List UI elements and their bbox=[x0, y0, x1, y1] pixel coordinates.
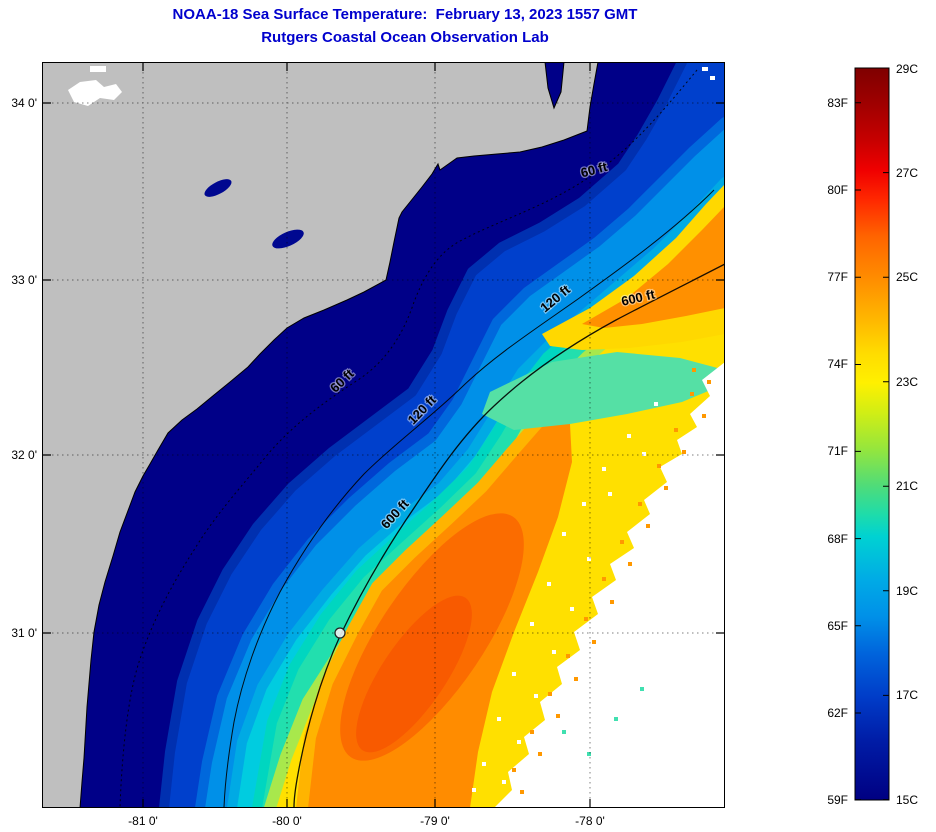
plot-border bbox=[42, 62, 725, 808]
no-data-region bbox=[494, 362, 725, 808]
gulf-stream-core-hot bbox=[356, 595, 472, 753]
inland-lake-moultrie bbox=[272, 229, 304, 249]
station-marker bbox=[334, 627, 346, 639]
sst-map: 60 ft 120 ft 600 ft 60 ft 120 ft 600 ft bbox=[42, 62, 725, 808]
cbar-f-77: 77F bbox=[827, 270, 848, 284]
coastline bbox=[79, 62, 599, 808]
cbar-f-65: 65F bbox=[827, 619, 848, 633]
x-tick-80: -80 0' bbox=[272, 814, 302, 828]
page-title: NOAA-18 Sea Surface Temperature: Februar… bbox=[172, 6, 638, 23]
y-tick-32: 32 0' bbox=[11, 448, 37, 462]
graticule-dotted bbox=[42, 62, 725, 808]
contour-120ft bbox=[223, 189, 715, 808]
y-tick-31: 31 0' bbox=[11, 626, 37, 640]
warm-ridge-orange bbox=[582, 206, 725, 328]
cbar-c-29: 29C bbox=[896, 62, 918, 76]
cbar-c-27: 27C bbox=[896, 166, 918, 180]
contour-600ft bbox=[293, 263, 725, 808]
colorbar-ticks bbox=[855, 67, 889, 801]
x-tick-79: -79 0' bbox=[420, 814, 450, 828]
cbar-f-62: 62F bbox=[827, 706, 848, 720]
cbar-f-68: 68F bbox=[827, 532, 848, 546]
axis-ticks bbox=[42, 62, 725, 808]
colorbar-gradient bbox=[854, 67, 890, 801]
cbar-c-17: 17C bbox=[896, 688, 918, 702]
y-tick-34: 34 0' bbox=[11, 96, 37, 110]
cbar-c-21: 21C bbox=[896, 479, 918, 493]
cbar-f-83: 83F bbox=[827, 96, 848, 110]
page-subtitle: Rutgers Coastal Ocean Observation Lab bbox=[261, 29, 549, 46]
cbar-f-59: 59F bbox=[827, 793, 848, 807]
land bbox=[42, 62, 598, 808]
gulf-stream-inner-edge bbox=[296, 408, 552, 808]
cbar-f-74: 74F bbox=[827, 357, 848, 371]
cool-wedge bbox=[482, 352, 725, 430]
y-tick-33: 33 0' bbox=[11, 273, 37, 287]
cbar-c-19: 19C bbox=[896, 584, 918, 598]
inland-lake-marion bbox=[204, 179, 232, 197]
cbar-c-15: 15C bbox=[896, 793, 918, 807]
cloud-patch bbox=[68, 66, 122, 106]
cbar-f-71: 71F bbox=[827, 444, 848, 458]
contour-60ft bbox=[119, 69, 698, 808]
cbar-c-23: 23C bbox=[896, 375, 918, 389]
cbar-c-25: 25C bbox=[896, 270, 918, 284]
x-tick-81: -81 0' bbox=[128, 814, 158, 828]
cbar-f-80: 80F bbox=[827, 183, 848, 197]
temperature-colorbar: 83F 80F 77F 74F 71F 68F 65F 62F 59F 29C … bbox=[827, 62, 918, 807]
x-tick-78: -78 0' bbox=[575, 814, 605, 828]
